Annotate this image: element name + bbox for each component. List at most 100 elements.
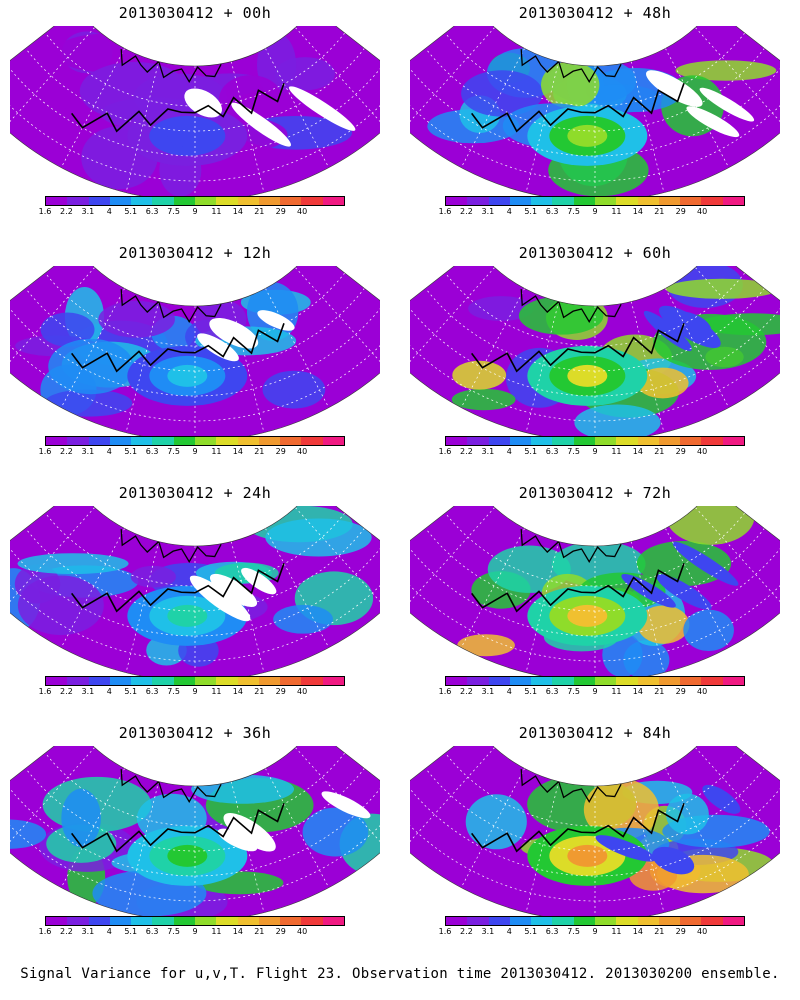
variance-blob: [665, 793, 709, 835]
colorbar-swatch: [237, 917, 259, 925]
colorbar-labels: 1.6 2.2 3.1 4 5.1 6.3 7.5 9 11 14 21 29 40: [439, 206, 745, 218]
colorbar-swatch: [637, 437, 659, 445]
coastline: [471, 83, 685, 133]
variance-core: [567, 364, 608, 387]
variance-map: [10, 506, 380, 676]
missing-data-area: [209, 573, 258, 607]
colorbar-labels: 1.6 2.2 3.1 4 5.1 6.3 7.5 9 11 14 21 29 40: [439, 686, 745, 698]
map-panel: 2013030412 + 84h 1.6 2.2 3.1 4 5.1 6.3 7.5 9 11 14…: [410, 720, 780, 954]
colorbar-label: 7.5: [567, 447, 580, 456]
colorbar-swatch: [109, 197, 132, 205]
map-panel: 2013030412 + 24h 1.6 2.2 3.1 4 5.1 6.3 7.5 9 11 14…: [10, 480, 380, 714]
colorbar-swatch: [152, 917, 174, 925]
map-panel: 2013030412 + 12h 1.6 2.2 3.1 4 5.1 6.3 7.5 9 11 14…: [10, 240, 380, 474]
colorbar-label: 3.1: [481, 687, 495, 696]
colorbar-swatch: [446, 917, 468, 925]
latitude-line: [10, 783, 380, 877]
missing-data-area: [656, 574, 712, 610]
variance-blob: [637, 605, 690, 644]
colorbar-label: 21: [254, 447, 265, 456]
colorbar-label: 14: [232, 687, 243, 696]
colorbar-swatches: [45, 916, 345, 926]
colorbar-label: 40: [297, 927, 308, 936]
colorbar-swatch: [131, 197, 153, 205]
colorbar-label: 2.2: [60, 447, 73, 456]
colorbar-label: 21: [654, 207, 665, 216]
colorbar-label: 14: [232, 207, 243, 216]
colorbar-label: 1.6: [438, 687, 452, 696]
missing-data-area: [672, 541, 739, 586]
map-panel: 2013030412 + 72h 1.6 2.2 3.1 4 5.1 6.3 7.5 9 11 14…: [410, 480, 780, 714]
colorbar-swatch: [216, 677, 238, 685]
variance-blob: [265, 518, 372, 557]
missing-data-area: [257, 310, 295, 331]
colorbar-swatch: [280, 917, 302, 925]
colorbar-swatch: [67, 197, 89, 205]
colorbar-swatch: [467, 437, 489, 445]
map-field: [410, 266, 780, 436]
variance-core: [567, 844, 608, 867]
figure-caption: Signal Variance for u,v,T. Flight 23. Ob…: [20, 966, 780, 982]
colorbar-swatch: [109, 437, 132, 445]
colorbar-label: 21: [254, 207, 265, 216]
colorbar-swatch: [280, 677, 302, 685]
colorbar-label: 7.5: [167, 447, 180, 456]
colorbar-swatch: [322, 197, 344, 205]
colorbar-swatch: [446, 437, 468, 445]
colorbar-label: 1.6: [38, 447, 52, 456]
colorbar-label: 11: [611, 687, 622, 696]
colorbar-label: 14: [632, 207, 643, 216]
colorbar-label: 40: [697, 687, 708, 696]
latitude-line: [425, 768, 765, 852]
colorbar-swatch: [301, 917, 323, 925]
colorbar-label: 2.2: [460, 687, 473, 696]
map-field: [10, 506, 380, 676]
colorbar-swatch: [194, 437, 217, 445]
colorbar-label: 5.1: [124, 207, 138, 216]
colorbar-swatch: [680, 437, 702, 445]
colorbar-swatch: [488, 917, 510, 925]
colorbar-swatch: [216, 437, 238, 445]
colorbar: 1.6 2.2 3.1 4 5.1 6.3 7.5 9 11 14 21 29 40: [439, 676, 745, 702]
variance-blob: [14, 564, 61, 604]
variance-map: [10, 266, 380, 436]
variance-blob: [683, 609, 734, 652]
arctic-coastline: [120, 49, 222, 83]
colorbar-swatch: [109, 917, 132, 925]
map-field: [10, 746, 380, 916]
panel-title: 2013030412 + 00h: [118, 4, 272, 22]
colorbar-swatch: [488, 197, 510, 205]
variance-map: [410, 26, 780, 196]
variance-map: [10, 26, 380, 196]
colorbar-swatch: [258, 197, 281, 205]
variance-core: [167, 124, 208, 147]
variance-blob: [48, 338, 134, 395]
colorbar-label: 6.3: [145, 447, 159, 456]
colorbar-label: 29: [275, 927, 286, 936]
panel-title: 2013030412 + 72h: [518, 484, 672, 502]
colorbar-label: 7.5: [567, 927, 580, 936]
colorbar-label: 4: [106, 927, 112, 936]
colorbar-swatch: [467, 917, 489, 925]
map-panel: 2013030412 + 00h 1.6 2.2 3.1 4 5.1 6.3 7.5 9 11 14…: [10, 0, 380, 234]
colorbar-swatch: [88, 437, 110, 445]
colorbar-swatch: [658, 197, 681, 205]
colorbar-swatch: [722, 917, 744, 925]
colorbar-swatches: [45, 196, 345, 206]
map-panel: 2013030412 + 48h 1.6 2.2 3.1 4 5.1 6.3 7.5 9 11 14…: [410, 0, 780, 234]
colorbar-swatch: [509, 437, 532, 445]
colorbar-swatch: [322, 677, 344, 685]
colorbar-label: 21: [254, 927, 265, 936]
colorbar-label: 21: [254, 687, 265, 696]
latitude-line: [445, 272, 745, 347]
variance-blob: [583, 778, 659, 840]
colorbar-label: 6.3: [545, 927, 559, 936]
colorbar-swatch: [216, 197, 238, 205]
variance-core: [167, 844, 208, 867]
colorbar-label: 6.3: [545, 207, 559, 216]
colorbar-swatch: [446, 677, 468, 685]
colorbar-swatch: [237, 197, 259, 205]
colorbar-swatch: [658, 917, 681, 925]
colorbar: 1.6 2.2 3.1 4 5.1 6.3 7.5 9 11 14 21 29 40: [439, 436, 745, 462]
colorbar-label: 29: [275, 207, 286, 216]
